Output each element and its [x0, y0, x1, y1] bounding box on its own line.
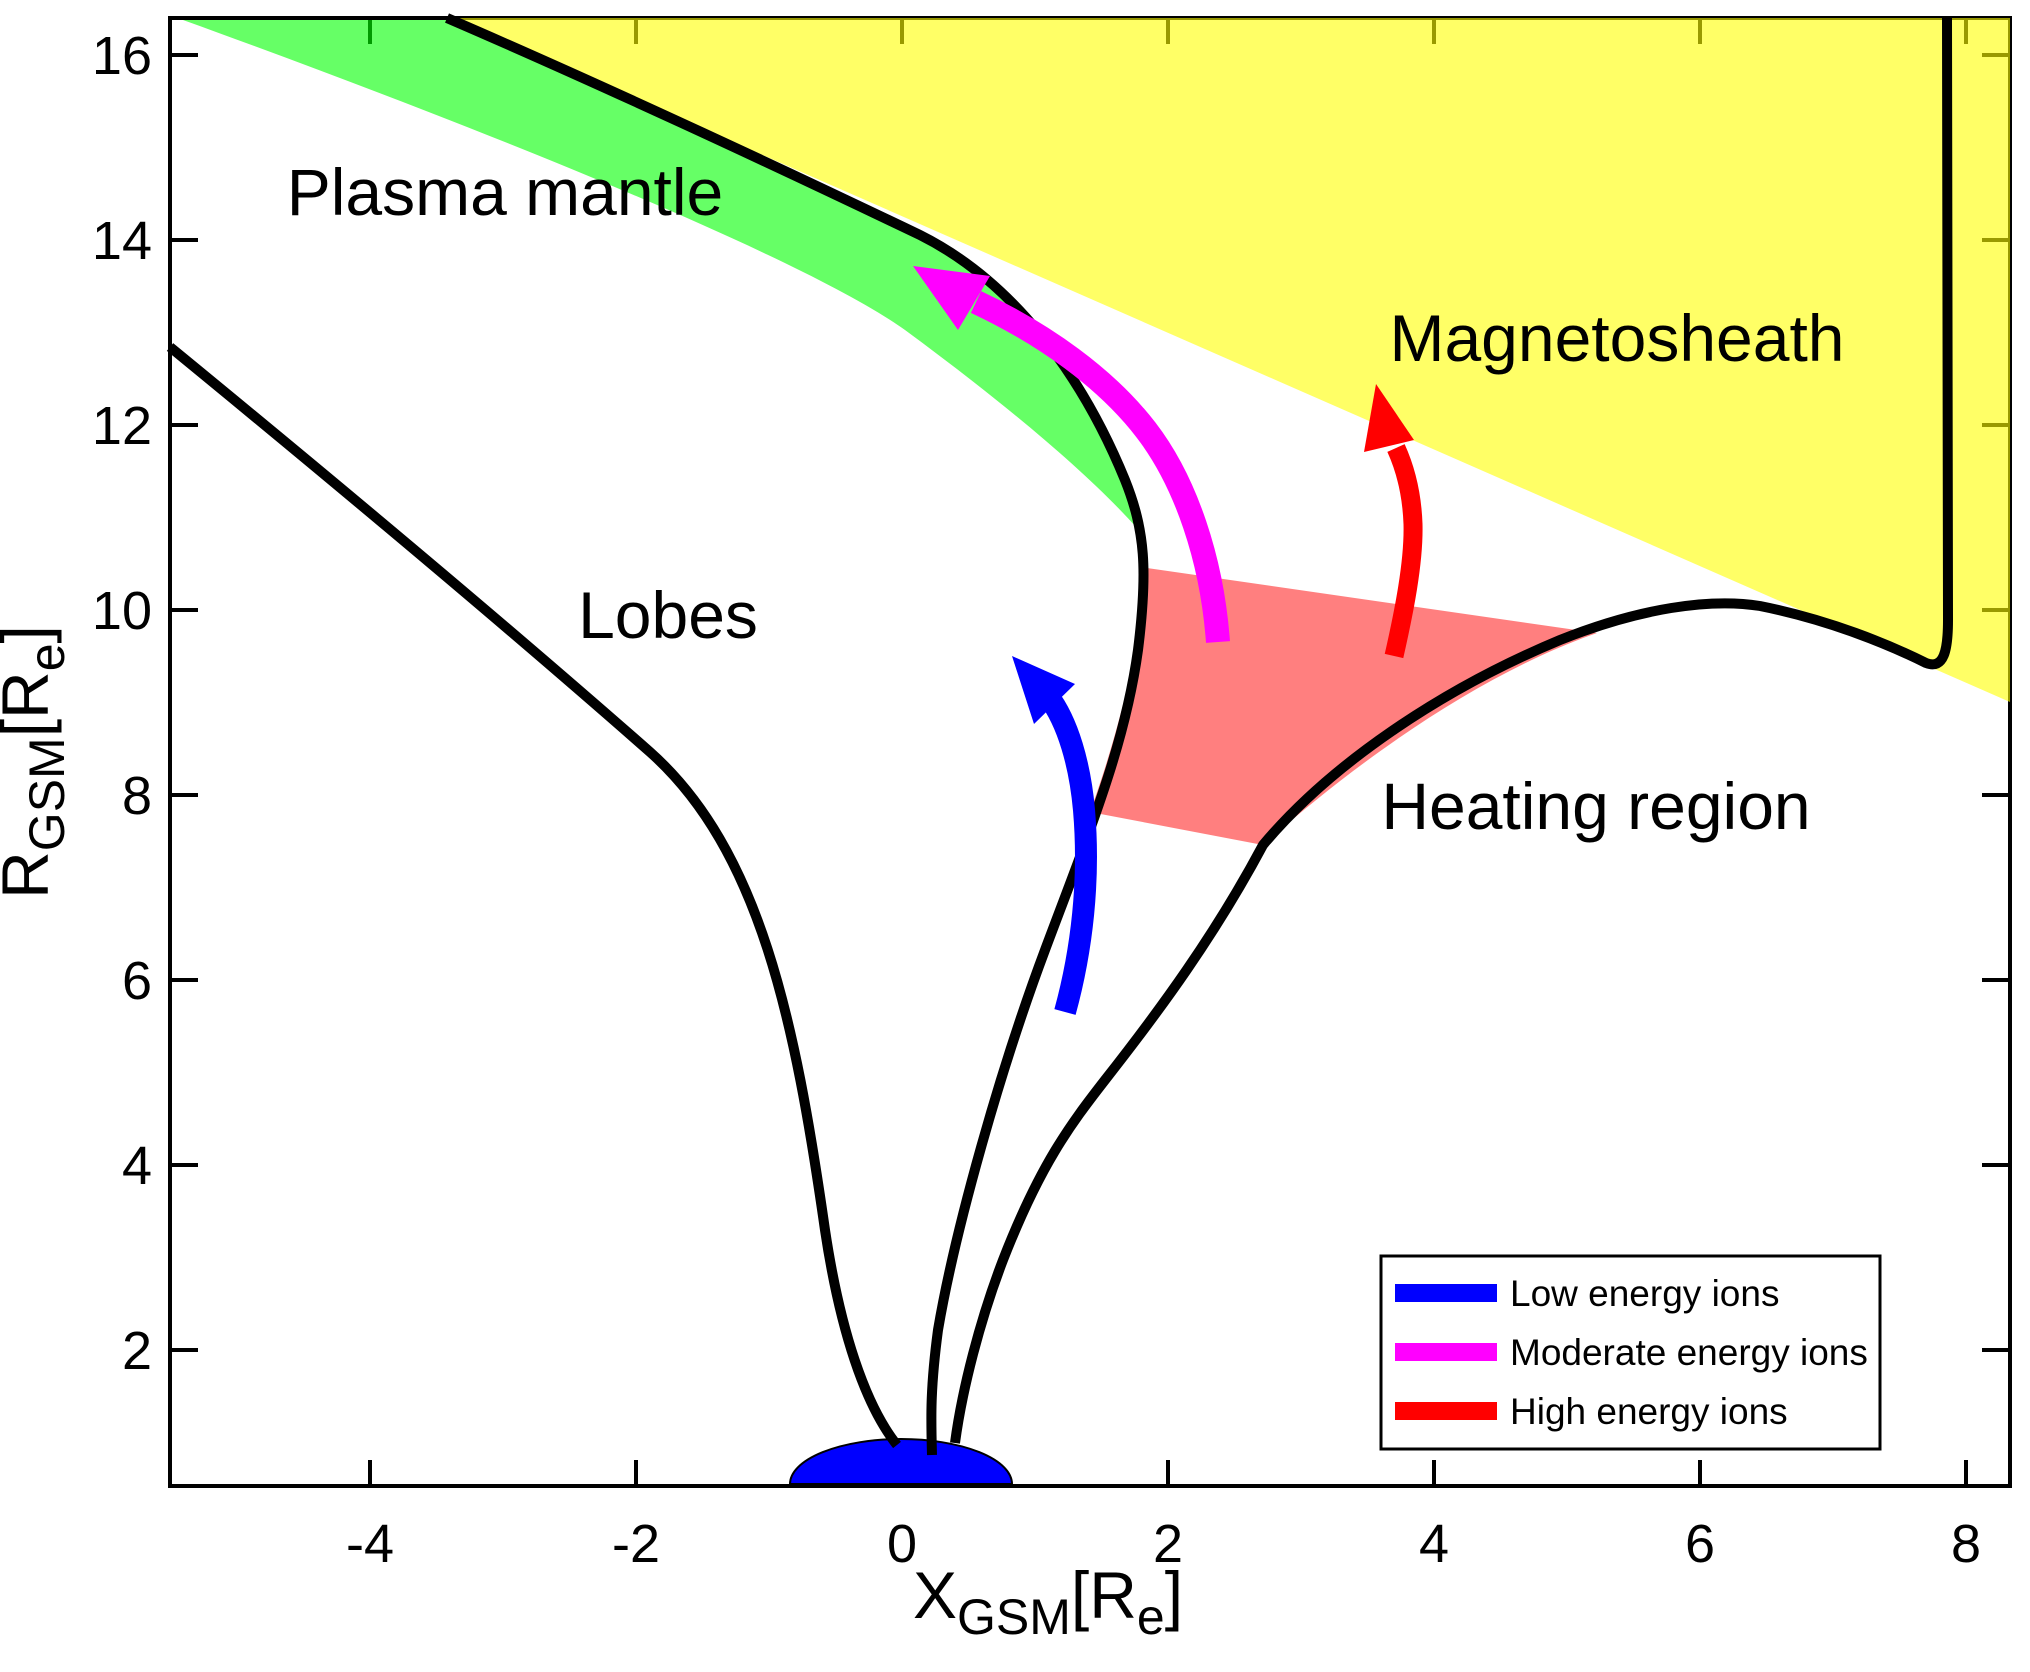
x-tick-label: 0 — [887, 1514, 917, 1574]
x-tick-label: 4 — [1419, 1514, 1449, 1574]
y-tick-labels: 16 14 12 10 8 6 4 2 — [92, 26, 152, 1381]
region-fills-group — [183, 18, 2010, 845]
x-tick-label: 6 — [1685, 1514, 1715, 1574]
heating-region-label: Heating region — [1381, 769, 1810, 843]
x-axis-label-sub: GSM — [957, 1589, 1071, 1645]
dayside-magnetopause-curve — [950, 17, 1954, 1444]
y-axis-label-unit-close: ] — [0, 625, 62, 643]
y-tick-label: 2 — [122, 1321, 152, 1381]
high-energy-arrowhead — [1364, 384, 1414, 452]
legend-swatch-moderate-energy — [1395, 1343, 1497, 1361]
y-tick-label: 4 — [122, 1136, 152, 1196]
x-tick-label: 2 — [1153, 1514, 1183, 1574]
x-tick-label: -4 — [346, 1514, 394, 1574]
legend-swatch-high-energy — [1395, 1402, 1497, 1420]
x-tick-labels: -4 -2 0 2 4 6 8 — [346, 1514, 1981, 1574]
y-ticks-left — [170, 53, 198, 1352]
magnetosheath-label: Magnetosheath — [1389, 301, 1844, 375]
y-axis-label-unit-sub: e — [19, 643, 75, 671]
moderate-energy-arrow — [913, 266, 1230, 643]
legend: Low energy ions Moderate energy ions Hig… — [1379, 1254, 1882, 1451]
lobes-label: Lobes — [578, 578, 758, 652]
legend-label-high-energy: High energy ions — [1510, 1391, 1788, 1432]
moderate-energy-arrowhead — [913, 266, 990, 330]
y-axis-label: RGSM[Re] — [0, 625, 75, 899]
magnetosheath-region — [450, 18, 2010, 702]
y-tick-label: 10 — [92, 581, 152, 641]
legend-swatch-low-energy — [1395, 1284, 1497, 1302]
y-tick-label: 6 — [122, 951, 152, 1011]
legend-label-moderate-energy: Moderate energy ions — [1510, 1332, 1868, 1373]
y-tick-label: 8 — [122, 766, 152, 826]
high-energy-arrow — [1364, 384, 1423, 659]
x-axis-label-unit-close: ] — [1165, 1558, 1183, 1632]
high-energy-arrow-shaft — [1384, 444, 1423, 659]
lobe-inner-boundary-curve — [166, 343, 901, 1449]
x-axis-label-base: X — [913, 1558, 957, 1632]
x-axis-label-unit-sub: e — [1137, 1589, 1165, 1645]
low-energy-arrow-shaft — [1039, 689, 1097, 1015]
mantle-magnetopause-curve — [445, 13, 1149, 1456]
y-axis-label-unit: [R — [0, 671, 62, 737]
y-tick-label: 16 — [92, 26, 152, 86]
moderate-energy-arrow-shaft — [970, 291, 1230, 643]
x-tick-label: -2 — [612, 1514, 660, 1574]
earth-dome — [788, 1438, 1014, 1485]
x-tick-label: 8 — [1951, 1514, 1981, 1574]
y-tick-label: 14 — [92, 211, 152, 271]
boundary-curves-group — [166, 13, 1954, 1456]
x-axis-label-unit: [R — [1071, 1558, 1137, 1632]
x-axis-label: XGSM[Re] — [913, 1558, 1183, 1645]
low-energy-arrow — [1012, 656, 1097, 1015]
y-tick-label: 12 — [92, 396, 152, 456]
plasma-mantle-label: Plasma mantle — [287, 155, 724, 229]
y-axis-label-sub: GSM — [19, 737, 75, 851]
x-ticks-bottom — [368, 1460, 1968, 1486]
legend-label-low-energy: Low energy ions — [1510, 1273, 1779, 1314]
low-energy-arrowhead — [1012, 656, 1075, 724]
y-axis-label-base: R — [0, 851, 62, 899]
